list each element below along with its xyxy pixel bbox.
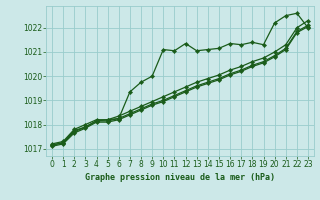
- X-axis label: Graphe pression niveau de la mer (hPa): Graphe pression niveau de la mer (hPa): [85, 173, 275, 182]
